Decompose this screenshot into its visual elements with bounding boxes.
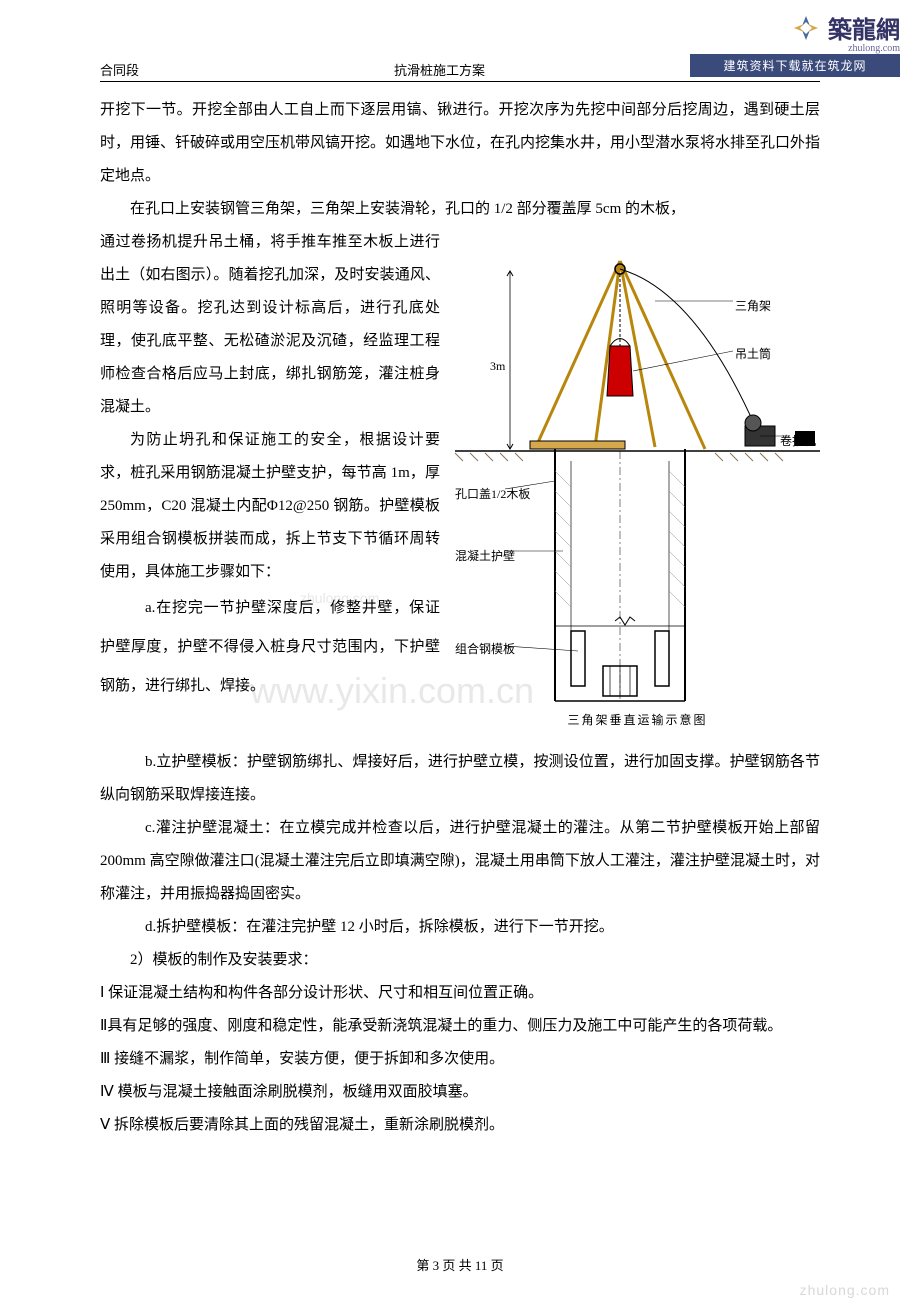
paragraph: a.在挖完一节护壁深度后，修整井壁，保证护壁厚度，护壁不得侵入桩身尺寸范围内，下…: [100, 589, 440, 706]
paragraph: Ⅱ具有足够的强度、刚度和稳定性，能承受新浇筑混凝土的重力、侧压力及施工中可能产生…: [100, 1010, 820, 1043]
paragraph: 通过卷扬机提升吊土桶，将手推车推至木板上进行出土（如右图示）。随着挖孔加深，及时…: [100, 226, 440, 424]
paragraph: 为防止坍孔和保证施工的安全，根据设计要求，桩孔采用钢筋混凝土护壁支护，每节高 1…: [100, 424, 440, 589]
paragraph: b.立护壁模板：护壁钢筋绑扎、焊接好后，进行护壁立模，按测设位置，进行加固支撑。…: [100, 746, 820, 812]
paragraph: 开挖下一节。开挖全部由人工自上而下逐层用镐、锹进行。开挖次序为先挖中间部分后挖周…: [100, 94, 820, 193]
label-board: 孔口盖1/2木板: [455, 481, 530, 507]
label-height: 3m: [490, 353, 505, 379]
label-tripod: 三角架: [735, 293, 771, 319]
header-left: 合同段: [100, 60, 139, 79]
paragraph: d.拆护壁模板：在灌注完护壁 12 小时后，拆除模板，进行下一节开挖。: [100, 911, 820, 944]
watermark-bottom: zhulong.com: [800, 1282, 890, 1298]
paragraph: 在孔口上安装钢管三角架，三角架上安装滑轮，孔口的 1/2 部分覆盖厚 5cm 的…: [100, 193, 820, 226]
paragraph: c.灌注护壁混凝土：在立模完成并检查以后，进行护壁混凝土的灌注。从第二节护壁模板…: [100, 812, 820, 911]
label-bucket: 吊土筒: [735, 341, 771, 367]
label-winch: 卷扬机: [780, 428, 816, 454]
page-footer: 第 3 页 共 11 页: [0, 1255, 920, 1274]
header-title: 抗滑桩施工方案: [139, 60, 740, 79]
page-header: 合同段 抗滑桩施工方案: [100, 60, 820, 82]
paragraph: Ⅲ 接缝不漏浆，制作简单，安装方便，便于拆卸和多次使用。: [100, 1043, 820, 1076]
label-formwork: 组合钢模板: [455, 636, 515, 662]
tripod-diagram: 三角架 吊土筒 卷扬机 3m 孔口盖1/2木板 混凝土护壁 组合钢模板 三角架垂…: [455, 231, 820, 741]
paragraph: Ⅴ 拆除模板后要清除其上面的残留混凝土，重新涂刷脱模剂。: [100, 1109, 820, 1142]
paragraph: 2）模板的制作及安装要求：: [100, 944, 820, 977]
paragraph: Ⅳ 模板与混凝土接触面涂刷脱模剂，板缝用双面胶填塞。: [100, 1076, 820, 1109]
diagram-caption: 三角架垂直运输示意图: [455, 707, 820, 733]
paragraph: Ⅰ 保证混凝土结构和构件各部分设计形状、尺寸和相互间位置正确。: [100, 977, 820, 1010]
label-wall: 混凝土护壁: [455, 543, 515, 569]
